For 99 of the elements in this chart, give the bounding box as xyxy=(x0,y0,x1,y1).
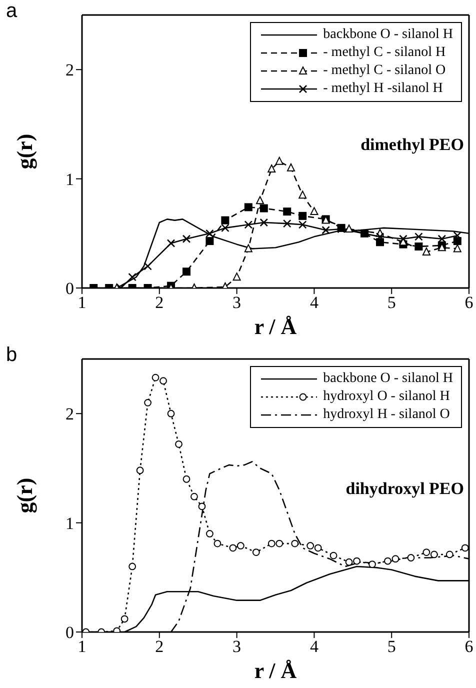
point xyxy=(422,548,430,556)
point xyxy=(276,540,284,548)
point xyxy=(136,466,144,474)
y-tick-label: 2 xyxy=(66,60,74,80)
x-tick-label: 2 xyxy=(155,637,164,656)
legend-label: hydroxyl H - silanol O xyxy=(323,406,450,424)
point xyxy=(182,475,190,483)
point xyxy=(291,540,299,548)
point xyxy=(260,204,268,212)
point xyxy=(298,220,307,229)
point xyxy=(214,540,222,548)
y-tick-label: 2 xyxy=(66,404,74,424)
point xyxy=(182,268,190,276)
point xyxy=(282,219,292,228)
point xyxy=(368,560,376,568)
point xyxy=(322,226,330,234)
point xyxy=(268,540,276,548)
point xyxy=(128,272,136,282)
legend-label: - methyl C - silanol O xyxy=(323,62,446,80)
point xyxy=(244,244,252,252)
y-tick-label: 1 xyxy=(66,514,74,533)
point xyxy=(144,262,152,270)
point xyxy=(407,554,415,562)
x-tick-label: 4 xyxy=(310,293,319,312)
chart-title: a xyxy=(6,0,18,23)
point xyxy=(461,544,469,552)
x-tick-label: 3 xyxy=(232,637,242,656)
point xyxy=(360,229,369,238)
point xyxy=(438,234,446,244)
point xyxy=(453,244,462,252)
point xyxy=(430,550,438,558)
point xyxy=(306,542,314,550)
point xyxy=(286,163,295,172)
legend-label: hydroxyl O - silanol H xyxy=(323,388,450,406)
point xyxy=(182,234,191,244)
point xyxy=(190,492,198,500)
point xyxy=(128,562,136,570)
point xyxy=(345,224,354,233)
y-tick-label: 0 xyxy=(66,279,74,298)
point xyxy=(120,615,128,623)
point xyxy=(384,557,392,565)
x-tick-label: 1 xyxy=(78,637,86,656)
point xyxy=(268,164,276,172)
point xyxy=(414,232,423,241)
point xyxy=(422,247,430,256)
chart-title: b xyxy=(6,344,18,367)
x-tick-label: 5 xyxy=(387,293,396,312)
x-tick-label: 6 xyxy=(464,637,474,656)
point xyxy=(252,548,260,556)
point xyxy=(175,440,182,448)
point xyxy=(298,190,307,199)
point xyxy=(314,544,322,552)
x-axis-title: r / Å xyxy=(254,314,297,339)
point xyxy=(229,544,237,552)
point xyxy=(232,272,241,281)
legend-label: - methyl C - silanol H xyxy=(323,44,446,62)
point xyxy=(144,398,152,406)
point xyxy=(353,557,360,565)
y-tick-label: 1 xyxy=(66,170,74,189)
point xyxy=(256,196,264,204)
y-axis-title: g(r) xyxy=(12,134,37,170)
point xyxy=(283,208,292,216)
point xyxy=(345,558,353,566)
point xyxy=(275,156,284,165)
point xyxy=(236,542,244,550)
point xyxy=(160,377,167,385)
x-tick-label: 2 xyxy=(155,293,164,312)
point xyxy=(198,502,206,510)
y-tick-label: 0 xyxy=(66,623,74,642)
point xyxy=(392,555,400,563)
x-tick-label: 6 xyxy=(464,293,474,312)
legend-label: - methyl H -silanol H xyxy=(323,80,443,98)
point xyxy=(298,212,307,220)
x-tick-label: 1 xyxy=(78,293,86,312)
point xyxy=(152,374,160,382)
point xyxy=(221,216,230,224)
point xyxy=(166,239,176,248)
annotation: dihydroxyl PEO xyxy=(346,479,464,499)
point xyxy=(453,231,462,240)
point xyxy=(206,237,214,246)
point xyxy=(206,530,214,538)
point xyxy=(167,410,175,418)
legend-label: backbone O - silanol H xyxy=(323,26,453,44)
point xyxy=(414,242,423,251)
point xyxy=(244,220,253,229)
point xyxy=(330,552,338,560)
annotation: dimethyl PEO xyxy=(360,135,464,155)
point xyxy=(206,229,214,238)
x-tick-label: 3 xyxy=(232,293,242,312)
legend-label: backbone O - silanol H xyxy=(323,370,453,388)
point xyxy=(244,203,252,212)
x-tick-label: 4 xyxy=(310,637,319,656)
point xyxy=(310,207,318,216)
point xyxy=(446,550,454,558)
x-axis-title: r / Å xyxy=(254,658,297,683)
point xyxy=(221,224,230,232)
point xyxy=(260,218,268,227)
y-axis-title: g(r) xyxy=(12,478,37,514)
x-tick-label: 5 xyxy=(387,637,396,656)
